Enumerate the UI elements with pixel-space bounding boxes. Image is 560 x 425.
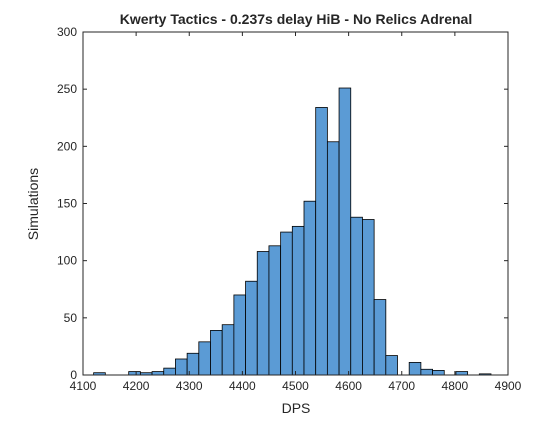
x-axis-ticks: 4100 4200 4300 4400 4500 4600 4700 4800 4900	[70, 32, 522, 393]
x-tick-label: 4200	[123, 379, 150, 393]
x-tick-label: 4800	[442, 379, 469, 393]
y-tick-label: 250	[57, 82, 77, 96]
x-tick-label: 4600	[335, 379, 362, 393]
histogram-bar	[373, 299, 387, 376]
histogram-bar	[268, 245, 282, 376]
y-tick-label: 50	[64, 311, 78, 325]
histogram-bar	[151, 371, 165, 376]
histogram-bar	[385, 355, 398, 376]
histogram-bar	[315, 107, 328, 376]
histogram-bar	[455, 371, 469, 376]
histogram-bar	[256, 251, 270, 376]
histogram-bar	[420, 368, 433, 376]
histogram-bar	[210, 330, 223, 376]
x-tick-label: 4700	[388, 379, 415, 393]
chart-title: Kwerty Tactics - 0.237s delay HiB - No R…	[120, 11, 472, 27]
y-tick-label: 300	[57, 25, 77, 39]
histogram-bar	[245, 280, 258, 376]
histogram-bar	[350, 216, 363, 376]
histogram-bar	[303, 200, 317, 376]
y-tick-label: 0	[70, 368, 77, 382]
x-axis-label: DPS	[282, 400, 311, 416]
histogram-bar	[280, 231, 293, 376]
histogram-bar	[362, 219, 375, 376]
histogram-bar	[198, 341, 211, 376]
x-tick-label: 4100	[70, 379, 97, 393]
histogram-bar	[291, 225, 305, 376]
x-tick-label: 4400	[229, 379, 256, 393]
histogram-bar	[163, 367, 176, 376]
histogram-bar	[128, 371, 141, 376]
x-tick-label: 4300	[176, 379, 203, 393]
x-tick-label: 4500	[282, 379, 309, 393]
y-axis-ticks: 0 50 100 150 200 250 300	[57, 25, 508, 382]
y-tick-label: 200	[57, 139, 77, 153]
histogram-bar	[175, 358, 188, 376]
histogram-bar	[338, 87, 352, 376]
x-tick-label: 4900	[495, 379, 522, 393]
histogram-bar	[326, 141, 340, 376]
y-axis-label: Simulations	[25, 168, 41, 240]
y-tick-label: 100	[57, 254, 77, 268]
histogram-bar	[408, 362, 422, 376]
histogram-bar	[432, 370, 445, 376]
histogram-bar	[233, 294, 246, 376]
y-tick-label: 150	[57, 197, 77, 211]
histogram-bar	[221, 324, 235, 376]
